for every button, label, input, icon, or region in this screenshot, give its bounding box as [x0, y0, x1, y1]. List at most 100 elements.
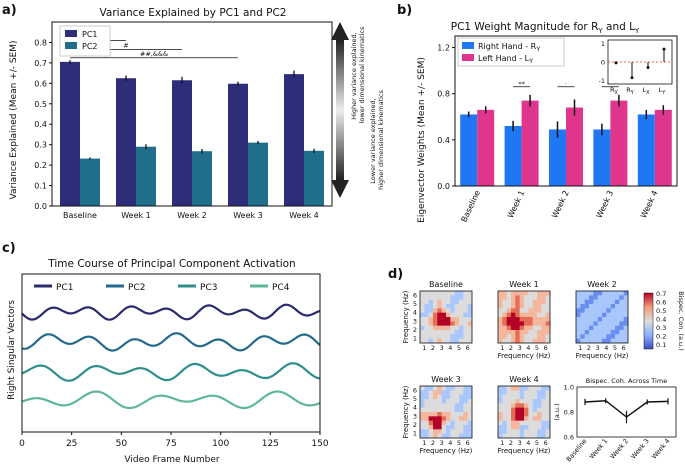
d-heatmap-cell: [446, 386, 451, 391]
d-heatmap-cell: [467, 334, 473, 339]
d-heatmap-cell: [502, 390, 507, 395]
d-heatmap-cell: [528, 330, 533, 335]
d-heatmap-cell: [450, 412, 455, 417]
d-heatmap-cell: [524, 312, 529, 318]
d-heatmap-cell: [454, 412, 460, 417]
d-heatmap-cell: [532, 433, 538, 439]
d-heatmap-cell: [463, 433, 468, 439]
a-legend-box: [59, 25, 111, 57]
d-heatmap-cell: [428, 425, 434, 430]
d-heatmap-cell: [528, 403, 533, 408]
d-heatmap-cell: [446, 420, 451, 426]
panel-b-label: b): [397, 3, 412, 18]
d-heatmap-cell: [541, 412, 546, 417]
d-heatmap-cell: [467, 407, 473, 413]
a-ytick-label: 0.5: [34, 100, 47, 109]
d-heatmap-cell: [433, 390, 438, 395]
d-heatmap-cell: [428, 334, 434, 339]
b-inset-point: [646, 66, 650, 69]
panel-c-title: Time Course of Principal Component Activ…: [47, 258, 295, 270]
d-heatmap-cell: [424, 338, 429, 344]
d-heatmap-cell: [502, 429, 507, 434]
d-xtick-label: 1: [422, 439, 426, 447]
d-heatmap-cell: [420, 304, 425, 309]
d-ytick-label: 3: [413, 412, 417, 420]
d-heatmap-cell: [511, 403, 516, 408]
d-heatmap-cell: [515, 299, 520, 305]
d-heatmap-cell: [515, 325, 520, 331]
d-heatmap-cell: [446, 416, 451, 421]
d-heatmap-cell: [606, 325, 611, 331]
d-heatmap-cell: [537, 394, 542, 400]
d-heatmap-cell: [511, 330, 516, 335]
d-heatmap-cell: [506, 403, 512, 408]
a-ytick-label: 0.6: [34, 79, 47, 88]
d-heatmap-cell: [515, 338, 520, 344]
d-heatmap-cell: [623, 334, 629, 339]
d-xtick-label: 3: [596, 344, 600, 352]
d-heatmap-cell: [437, 338, 442, 344]
d-heatmap-cell: [450, 334, 455, 339]
d-heatmap-cell: [446, 390, 451, 395]
d-heatmap-cell: [537, 407, 542, 413]
d-heatmap-cell: [459, 304, 464, 309]
d-heatmap-cell: [524, 394, 529, 400]
d-heatmap-cell: [454, 425, 460, 430]
higher-variance-line2: lower dimensional kinematics: [358, 26, 366, 123]
d-heatmap-cell: [459, 295, 464, 300]
d-heatmap-cell: [467, 425, 473, 430]
d-heatmap-cell: [450, 317, 455, 322]
d-heatmap-cell: [606, 334, 611, 339]
d-ytick-label: 6: [413, 291, 417, 299]
d-heatmap-cell: [602, 317, 607, 322]
d-heatmap-cell: [519, 338, 525, 344]
d-heatmap-cell: [450, 416, 455, 421]
d-xtick-label: 4: [526, 439, 530, 447]
d-heatmap-cell: [615, 299, 620, 305]
d-heatmap-cell: [515, 433, 520, 439]
d-heatmap-cell: [545, 330, 551, 335]
d-heatmap-cell: [502, 386, 507, 391]
b-xtick-label: Baseline: [460, 189, 483, 224]
d-heatmap-cell: [433, 304, 438, 309]
b-inset-xtick-main: L: [659, 86, 663, 94]
d-heatmap-cell: [454, 330, 460, 335]
d-heatmap-cell: [541, 386, 546, 391]
d-xtick-label: 6: [544, 344, 548, 352]
d-heatmap-cell: [524, 299, 529, 305]
d-heatmap-cell: [593, 317, 598, 322]
d-heatmap-cell: [528, 420, 533, 426]
c-xtick-label: 25: [66, 439, 77, 449]
d-line-ytick: 1.0: [564, 384, 574, 392]
lower-variance-line2: higher dimensional kinematics: [377, 90, 385, 190]
d-heatmap-cell: [597, 325, 603, 331]
d-heatmap-cell: [428, 321, 434, 326]
d-heatmap-cell: [463, 338, 468, 344]
d-heatmap-cell: [602, 325, 607, 331]
d-heatmap-cell: [519, 304, 525, 309]
a-xtick-label: Week 3: [233, 211, 263, 220]
d-heatmap-cell: [506, 308, 512, 313]
d-heatmap-cell: [524, 416, 529, 421]
d-heatmap-cell: [519, 407, 525, 413]
d-heatmap-cell: [437, 321, 442, 326]
d-heatmap-cell: [502, 394, 507, 400]
d-xtick-label: 6: [544, 439, 548, 447]
panel-b-frame: [454, 35, 678, 187]
d-heatmap-cell: [454, 403, 460, 408]
d-colorbar-tick: 0.5: [656, 307, 666, 315]
d-heatmap-cell: [424, 325, 429, 331]
d-heatmap-cell: [428, 386, 434, 391]
b-bar-right: [637, 114, 655, 186]
d-heatmap-cell: [593, 295, 598, 300]
d-heatmap-cell: [610, 312, 616, 318]
d-heatmap-cell: [593, 325, 598, 331]
d-heatmap-cell: [532, 390, 538, 395]
d-heatmap-cell: [541, 420, 546, 426]
d-heatmap-cell: [615, 338, 620, 344]
d-heatmap-cell: [433, 330, 438, 335]
d-heatmap-cell: [433, 416, 438, 421]
lower-variance-line1: Lower variance explained,: [369, 98, 377, 183]
b-inset-ytick: -1: [599, 77, 605, 85]
c-xtick-label: 100: [212, 439, 229, 449]
